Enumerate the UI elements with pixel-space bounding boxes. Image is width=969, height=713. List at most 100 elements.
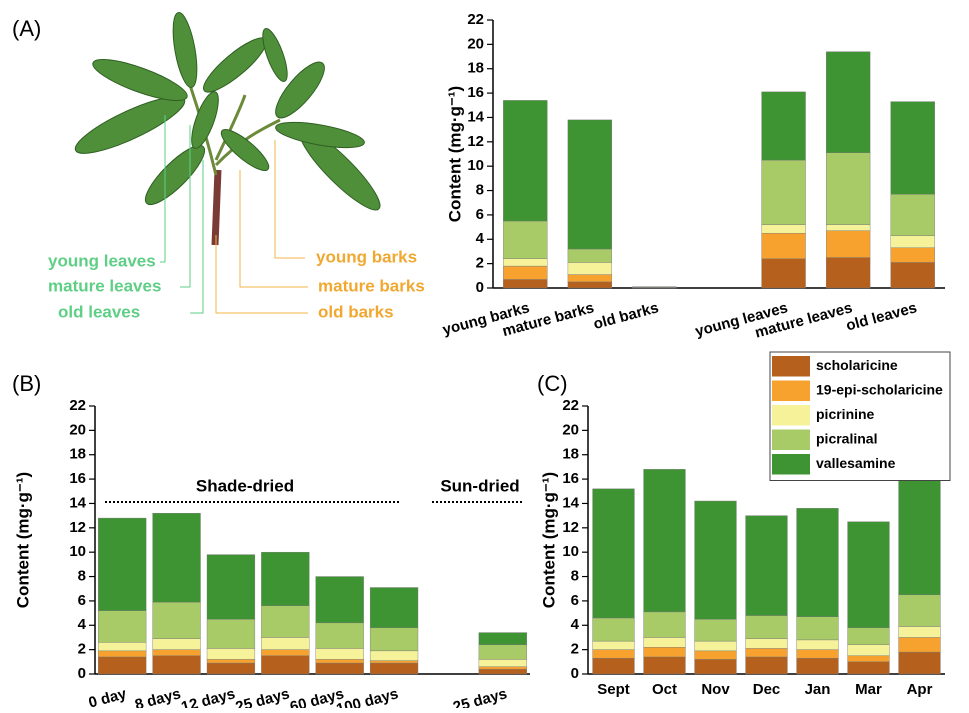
bar-segment	[153, 602, 201, 639]
legend-swatch	[772, 405, 810, 426]
panel-label: (A)	[12, 16, 41, 41]
bar-segment	[316, 659, 364, 663]
y-tick-label: 14	[69, 494, 86, 511]
y-tick-label: 4	[571, 616, 580, 633]
y-tick-label: 8	[571, 568, 579, 585]
y-axis-label: Content (mg·g⁻¹)	[539, 472, 558, 608]
bar-segment	[695, 619, 737, 641]
bar-segment	[153, 656, 201, 674]
bar-segment	[826, 225, 870, 231]
bar-segment	[644, 657, 686, 674]
y-tick-label: 12	[69, 519, 86, 536]
x-tick-label: Oct	[652, 681, 677, 698]
chart-panel: (C)Content (mg·g⁻¹)0246810121416182022Se…	[537, 352, 950, 698]
bar-segment	[593, 618, 635, 641]
y-tick-label: 18	[467, 60, 484, 77]
bar-segment	[891, 102, 935, 195]
y-tick-label: 8	[476, 182, 484, 199]
y-tick-label: 10	[467, 157, 484, 174]
bar-segment	[797, 658, 839, 674]
y-tick-label: 14	[562, 494, 579, 511]
bar-segment	[479, 659, 527, 666]
y-tick-label: 0	[571, 665, 579, 682]
y-tick-label: 20	[562, 421, 579, 438]
x-tick-label: Sept	[597, 681, 630, 698]
bar-segment	[762, 92, 806, 160]
bar-segment	[762, 259, 806, 288]
annotation: Sun-dried	[440, 476, 519, 495]
bar-segment	[593, 641, 635, 650]
legend-swatch	[772, 430, 810, 451]
bar-segment	[479, 669, 527, 674]
annotation: mature leaves	[48, 276, 161, 295]
chart-panel: (A)Content (mg·g⁻¹)0246810121416182022yo…	[12, 11, 945, 342]
bar-segment	[370, 651, 418, 661]
bar-segment	[797, 617, 839, 640]
bar-segment	[207, 555, 255, 620]
x-tick-label: 0 day	[87, 685, 129, 708]
bar-segment	[848, 656, 890, 662]
y-tick-label: 22	[467, 11, 484, 28]
bar-segment	[797, 508, 839, 616]
bar-segment	[695, 651, 737, 660]
bar-segment	[826, 258, 870, 288]
bar-segment	[316, 648, 364, 659]
bar-segment	[568, 262, 612, 274]
y-tick-label: 0	[78, 665, 86, 682]
y-tick-label: 2	[78, 641, 86, 658]
y-tick-label: 2	[571, 641, 579, 658]
bar-segment	[644, 647, 686, 657]
x-tick-label: Apr	[907, 681, 933, 698]
bar-segment	[891, 194, 935, 235]
legend-swatch	[772, 454, 810, 475]
bar-segment	[899, 652, 941, 674]
legend-label: picrinine	[816, 406, 875, 422]
x-tick-label: Jan	[805, 681, 831, 698]
bar-segment	[568, 120, 612, 249]
bar-segment	[316, 663, 364, 674]
x-tick-label: 8 days	[133, 685, 183, 708]
y-tick-label: 6	[571, 592, 579, 609]
bar-segment	[503, 259, 547, 266]
y-tick-label: 12	[467, 133, 484, 150]
x-tick-label: Dec	[753, 681, 781, 698]
x-tick-label: Nov	[701, 681, 730, 698]
bar-segment	[503, 221, 547, 259]
bar-segment	[762, 160, 806, 225]
bar-segment	[98, 657, 146, 674]
bar-segment	[797, 650, 839, 659]
bar-segment	[826, 153, 870, 225]
bar-segment	[746, 639, 788, 649]
bar-segment	[848, 522, 890, 628]
y-tick-label: 20	[69, 421, 86, 438]
y-tick-label: 18	[562, 446, 579, 463]
bar-segment	[826, 231, 870, 258]
bar-segment	[695, 659, 737, 674]
legend-label: vallesamine	[816, 455, 896, 471]
bar-segment	[593, 489, 635, 618]
x-tick-label: Mar	[855, 681, 882, 698]
bar-segment	[848, 662, 890, 674]
y-tick-label: 10	[562, 543, 579, 560]
bar-segment	[891, 236, 935, 248]
bar-segment	[261, 637, 309, 649]
page: (A)Content (mg·g⁻¹)0246810121416182022yo…	[0, 0, 969, 713]
legend-swatch	[772, 381, 810, 402]
bar-segment	[207, 619, 255, 648]
bar-segment	[207, 659, 255, 663]
bar-segment	[207, 648, 255, 659]
legend-label: picralinal	[816, 430, 877, 446]
y-tick-label: 6	[476, 206, 484, 223]
bar-segment	[479, 633, 527, 645]
bar-segment	[899, 626, 941, 637]
y-tick-label: 6	[78, 592, 86, 609]
y-tick-label: 0	[476, 279, 484, 296]
chart-panel: (B)Content (mg·g⁻¹)02468101214161820220 …	[12, 371, 530, 708]
y-tick-label: 12	[562, 519, 579, 536]
bar-segment	[261, 656, 309, 674]
x-tick-label: old barks	[592, 299, 661, 333]
bar-segment	[98, 642, 146, 651]
bar-segment	[98, 651, 146, 657]
x-tick-label: 25 days	[451, 685, 509, 708]
bar-segment	[568, 282, 612, 288]
